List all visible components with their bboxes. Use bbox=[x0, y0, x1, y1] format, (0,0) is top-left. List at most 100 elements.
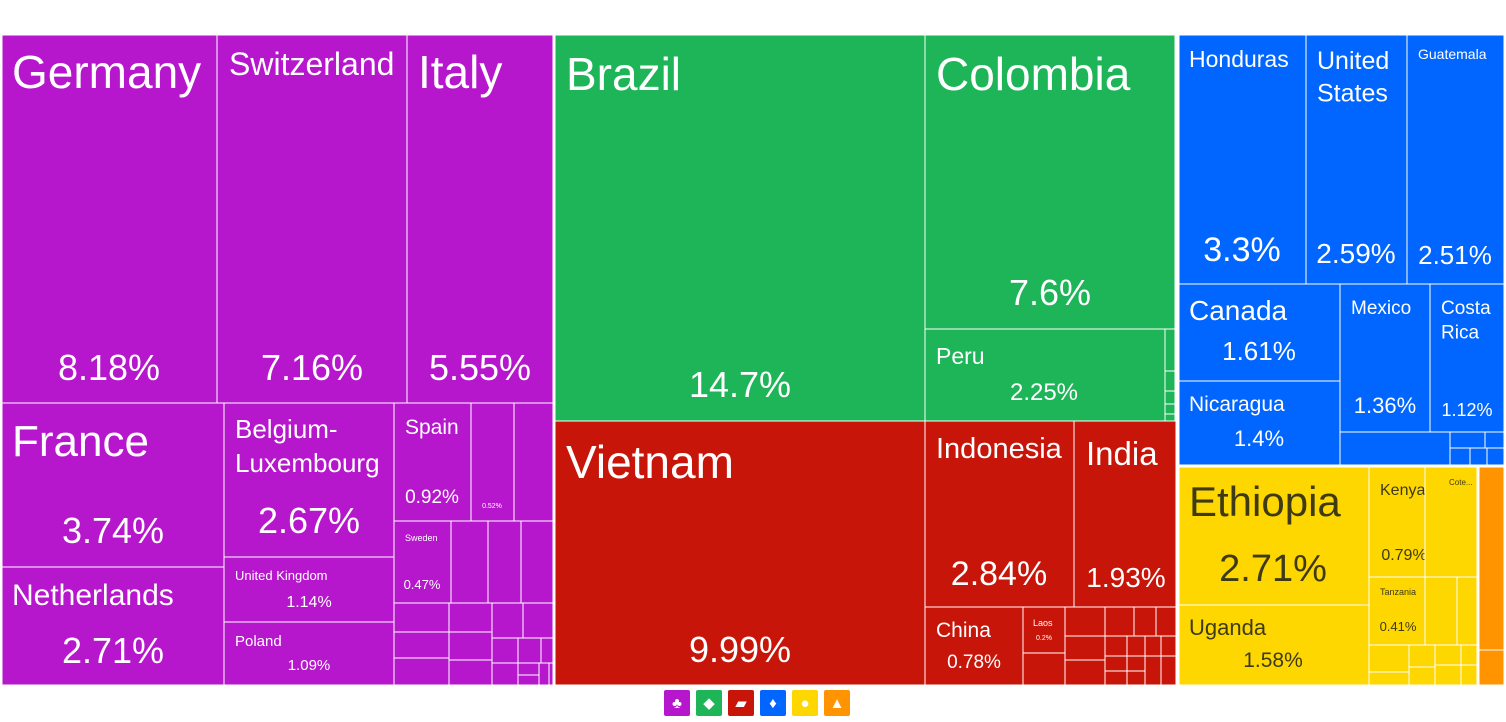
tile-nicaragua[interactable] bbox=[1178, 380, 1341, 466]
europe-icon[interactable]: ♣ bbox=[664, 690, 690, 716]
minor-tile-asia-32[interactable] bbox=[1104, 635, 1128, 657]
minor-tile-africa-52[interactable] bbox=[1434, 644, 1462, 666]
minor-tile-europe-16[interactable] bbox=[517, 662, 540, 676]
minor-tile-africa-51[interactable] bbox=[1408, 644, 1436, 668]
tile-germany[interactable] bbox=[1, 34, 218, 404]
minor-tile-asia-31[interactable] bbox=[1064, 659, 1106, 686]
minor-tile-europe-15[interactable] bbox=[491, 662, 519, 686]
region-legend: ♣ ◆ ▰ ♦ ● ▲ bbox=[664, 690, 850, 716]
minor-tile-asia-28[interactable] bbox=[1155, 606, 1177, 637]
minor-tile-north-america-43[interactable] bbox=[1449, 431, 1486, 449]
minor-tile-asia-35[interactable] bbox=[1160, 635, 1177, 657]
minor-tile-europe-17[interactable] bbox=[517, 674, 540, 686]
minor-tile-europe-3[interactable] bbox=[520, 520, 554, 604]
asia-icon[interactable]: ▰ bbox=[728, 690, 754, 716]
tile-tanzania[interactable] bbox=[1368, 576, 1426, 646]
minor-tile-africa-55[interactable] bbox=[1408, 666, 1436, 686]
minor-tile-asia-36[interactable] bbox=[1104, 655, 1128, 672]
tile-belgium-luxembourg[interactable] bbox=[223, 402, 395, 558]
minor-tile-africa-54[interactable] bbox=[1368, 671, 1410, 686]
tile-indonesia[interactable] bbox=[924, 420, 1075, 608]
minor-tile-asia-40[interactable] bbox=[1144, 655, 1162, 686]
minor-tile-asia-41[interactable] bbox=[1160, 655, 1177, 686]
minor-tile-asia-33[interactable] bbox=[1126, 635, 1146, 657]
minor-tile-europe-8[interactable] bbox=[393, 631, 450, 659]
minor-tile-africa-56[interactable] bbox=[1434, 664, 1462, 686]
minor-tile-europe-2[interactable] bbox=[487, 520, 522, 604]
minor-tile-north-america-46[interactable] bbox=[1469, 447, 1488, 466]
minor-tile-north-america-44[interactable] bbox=[1484, 431, 1505, 449]
minor-tile-oceania-59[interactable] bbox=[1478, 649, 1505, 686]
tile-france[interactable] bbox=[1, 402, 225, 568]
tile-vietnam[interactable] bbox=[554, 420, 926, 686]
minor-tile-asia-30[interactable] bbox=[1064, 635, 1106, 661]
tile-poland[interactable] bbox=[223, 621, 395, 686]
tile-china[interactable] bbox=[924, 606, 1024, 686]
minor-tile-south-america-21[interactable] bbox=[1164, 370, 1176, 392]
minor-tile-south-america-24[interactable] bbox=[1164, 413, 1176, 422]
minor-tile-asia-39[interactable] bbox=[1126, 670, 1146, 686]
minor-tile-europe-5[interactable] bbox=[448, 602, 493, 633]
africa-icon[interactable]: ● bbox=[792, 690, 818, 716]
minor-tile-europe-13[interactable] bbox=[517, 637, 542, 664]
minor-tile-africa-53[interactable] bbox=[1460, 644, 1478, 666]
minor-tile-asia-37[interactable] bbox=[1104, 670, 1128, 686]
minor-tile-europe-6[interactable] bbox=[491, 602, 524, 639]
tile-brazil[interactable] bbox=[554, 34, 926, 422]
minor-tile-north-america-45[interactable] bbox=[1449, 447, 1471, 466]
minor-tile-europe-19[interactable] bbox=[548, 662, 554, 686]
minor-tile-asia-38[interactable] bbox=[1126, 655, 1146, 672]
minor-tile-asia-27[interactable] bbox=[1133, 606, 1157, 637]
minor-tile-north-america-47[interactable] bbox=[1486, 447, 1505, 466]
tile-mexico[interactable] bbox=[1339, 283, 1431, 433]
minor-tile-asia-34[interactable] bbox=[1144, 635, 1162, 657]
tile-uganda[interactable] bbox=[1178, 604, 1370, 686]
tile-cote[interactable] bbox=[1424, 466, 1478, 578]
minor-tile-africa-57[interactable] bbox=[1460, 664, 1478, 686]
oceania-icon[interactable]: ▲ bbox=[824, 690, 850, 716]
minor-tile-south-america-22[interactable] bbox=[1164, 390, 1176, 405]
minor-tile-asia-29[interactable] bbox=[1022, 652, 1066, 686]
south-america-icon[interactable]: ◆ bbox=[696, 690, 722, 716]
north-america-icon[interactable]: ♦ bbox=[760, 690, 786, 716]
minor-tile-south-america-23[interactable] bbox=[1164, 403, 1176, 415]
minor-tile-oceania-58[interactable] bbox=[1478, 466, 1505, 651]
tile-united-kingdom[interactable] bbox=[223, 556, 395, 623]
minor-tile-europe-12[interactable] bbox=[491, 637, 519, 664]
tile-value-ethiopia: 2.71% bbox=[1219, 548, 1327, 590]
tile-india[interactable] bbox=[1073, 420, 1177, 608]
minor-tile-europe-18[interactable] bbox=[538, 662, 550, 686]
tile-colombia[interactable] bbox=[924, 34, 1176, 330]
minor-tile-north-america-42[interactable] bbox=[1339, 431, 1451, 466]
minor-tile-europe-1[interactable] bbox=[450, 520, 489, 604]
minor-tile-europe-11[interactable] bbox=[448, 659, 493, 686]
tile-canada[interactable] bbox=[1178, 283, 1341, 382]
minor-tile-africa-50[interactable] bbox=[1368, 644, 1410, 673]
tile-switzerland[interactable] bbox=[216, 34, 408, 404]
minor-tile-europe-14[interactable] bbox=[540, 637, 554, 664]
tile-label-costa-rica: Costa bbox=[1441, 298, 1491, 319]
minor-tile-europe-0[interactable] bbox=[513, 402, 554, 522]
tile-label-colombia: Colombia bbox=[936, 48, 1131, 100]
minor-tile-south-america-20[interactable] bbox=[1164, 328, 1176, 372]
minor-tile-europe-7[interactable] bbox=[522, 602, 554, 639]
minor-tile-asia-26[interactable] bbox=[1104, 606, 1135, 637]
minor-tile-europe-4[interactable] bbox=[393, 602, 450, 633]
tile-guatemala[interactable] bbox=[1406, 34, 1505, 285]
tile-costa-rica[interactable] bbox=[1429, 283, 1505, 433]
minor-tile-africa-48[interactable] bbox=[1424, 576, 1458, 646]
tile-laos[interactable] bbox=[1022, 606, 1066, 654]
tile-netherlands[interactable] bbox=[1, 566, 225, 686]
tile-small-europe-9[interactable] bbox=[470, 402, 515, 522]
tile-label-indonesia: Indonesia bbox=[936, 433, 1063, 465]
tile-italy[interactable] bbox=[406, 34, 554, 404]
tile-label-china: China bbox=[936, 619, 991, 642]
minor-tile-europe-10[interactable] bbox=[393, 657, 450, 686]
tile-peru[interactable] bbox=[924, 328, 1166, 422]
minor-tile-africa-49[interactable] bbox=[1456, 576, 1478, 646]
tile-united-states[interactable] bbox=[1305, 34, 1408, 285]
tile-honduras[interactable] bbox=[1178, 34, 1307, 285]
minor-tile-asia-25[interactable] bbox=[1064, 606, 1106, 637]
minor-tile-europe-9[interactable] bbox=[448, 631, 493, 661]
tile-label-germany: Germany bbox=[12, 46, 201, 98]
